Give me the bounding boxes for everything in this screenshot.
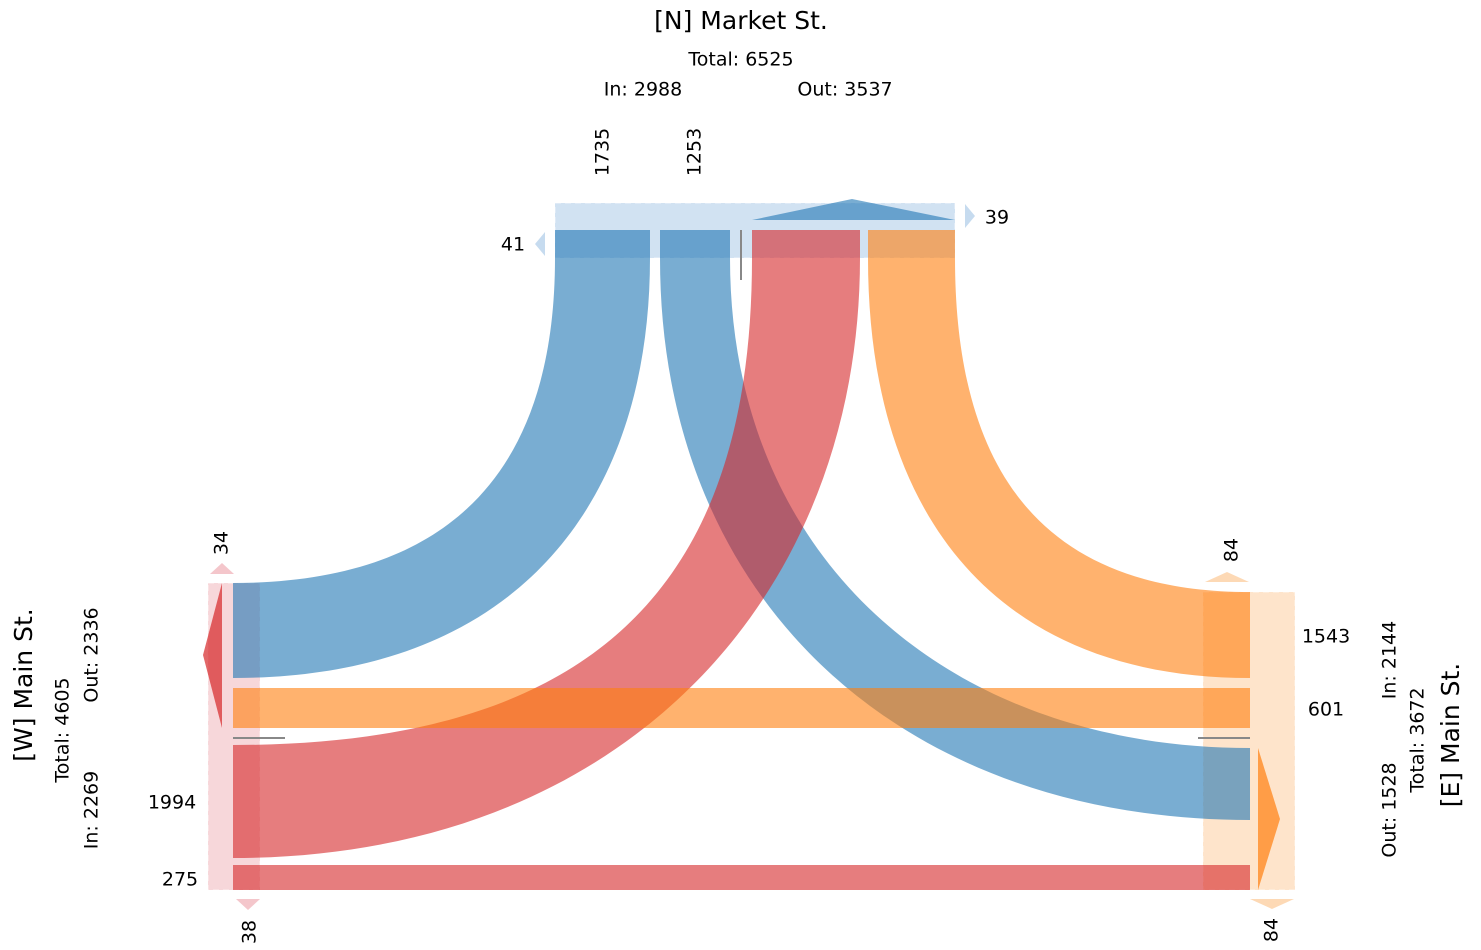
north-out-arrow bbox=[752, 199, 955, 220]
flow-label: 1543 bbox=[1302, 626, 1350, 648]
ped-label: 41 bbox=[501, 234, 525, 256]
ped-arrow bbox=[965, 204, 975, 228]
ped-label: 34 bbox=[211, 531, 233, 555]
in-label: In: 2144 bbox=[1379, 621, 1401, 699]
flow-label: 601 bbox=[1308, 699, 1344, 721]
total-label: Total: 6525 bbox=[687, 49, 793, 71]
flow-band bbox=[233, 688, 1250, 728]
west-out-arrow bbox=[203, 583, 222, 728]
in-label: In: 2988 bbox=[604, 79, 682, 101]
out-label: Out: 3537 bbox=[797, 79, 892, 101]
ped-label: 38 bbox=[239, 920, 261, 944]
flow-label: 1735 bbox=[592, 128, 614, 176]
total-label: Total: 4605 bbox=[52, 677, 74, 783]
ped-label: 84 bbox=[1221, 538, 1243, 562]
flow-label: 275 bbox=[162, 869, 198, 891]
ped-arrow bbox=[1250, 899, 1294, 909]
flow-band bbox=[233, 230, 860, 858]
approach-name: [W] Main St. bbox=[9, 608, 38, 761]
ped-arrow bbox=[535, 232, 545, 256]
flow-band bbox=[233, 230, 650, 678]
ped-label: 39 bbox=[985, 207, 1009, 229]
ped-label: 84 bbox=[1261, 918, 1283, 942]
flow-label: 1253 bbox=[684, 128, 706, 176]
ped-arrow bbox=[236, 899, 260, 910]
flow-band bbox=[233, 865, 1250, 890]
east-out-arrow bbox=[1258, 748, 1280, 890]
out-label: Out: 1528 bbox=[1379, 762, 1401, 857]
in-label: In: 2269 bbox=[81, 771, 103, 849]
total-label: Total: 3672 bbox=[1407, 687, 1429, 793]
flow-label: 1994 bbox=[148, 792, 196, 814]
flow-band bbox=[868, 230, 1250, 678]
out-label: Out: 2336 bbox=[81, 607, 103, 702]
approach-name: [N] Market St. bbox=[654, 6, 828, 35]
ped-arrow bbox=[1205, 572, 1249, 582]
ped-arrow bbox=[210, 563, 234, 574]
approach-name: [E] Main St. bbox=[1436, 663, 1465, 808]
